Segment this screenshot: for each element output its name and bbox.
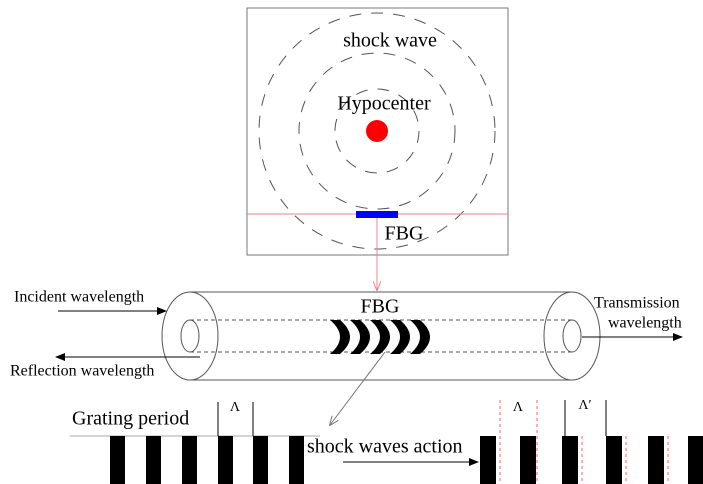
incident-label: Incident wavelength <box>14 289 144 306</box>
strained-grating <box>480 436 703 484</box>
period-symbol-after: Λ <box>513 400 524 415</box>
grating-period-label: Grating period <box>72 408 189 430</box>
hypocenter-label: Hypocenter <box>337 93 431 115</box>
fbg-label: FBG <box>385 223 424 245</box>
fiber <box>161 291 601 381</box>
hypocenter-dot <box>366 120 388 142</box>
fiber-fbg-label: FBG <box>361 296 400 318</box>
shock-panel: shock wave Hypocenter FBG <box>246 7 509 290</box>
fbg-sensor <box>356 211 398 218</box>
transmission-label: wavelength <box>608 315 682 332</box>
transmission-label: Transmission <box>594 295 680 312</box>
grating-arcs <box>330 320 430 354</box>
period-symbol: Λ <box>230 400 241 415</box>
period-symbol-changed: Λ′ <box>578 398 591 413</box>
original-grating <box>110 436 304 484</box>
shock-wave-label: shock wave <box>343 30 437 52</box>
reflection-label: Reflection wavelength <box>10 363 154 380</box>
action-label: shock waves action <box>307 436 463 458</box>
